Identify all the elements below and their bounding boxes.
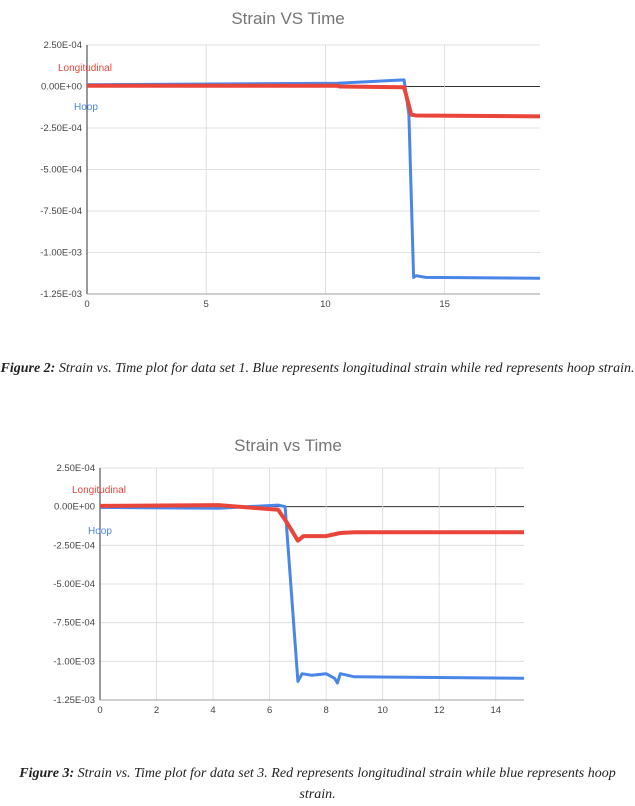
legend-hoop: Hoop — [74, 102, 98, 113]
series-hoop-line — [99, 503, 525, 685]
x-tick-label: 6 — [267, 705, 272, 716]
x-tick-label: 15 — [439, 299, 450, 310]
y-tick-label: -2.50E-04 — [40, 123, 82, 134]
x-tick-label: 10 — [377, 705, 388, 716]
chart-title: Strain vs Time — [234, 436, 342, 455]
x-tick-label: 14 — [490, 705, 501, 716]
series-hoop-line — [86, 78, 541, 280]
y-tick-label: 0.00E+00 — [54, 502, 95, 513]
y-tick-label: -5.00E-04 — [40, 165, 82, 176]
y-tick-label: -1.25E-03 — [40, 289, 82, 300]
x-tick-label: 10 — [320, 299, 331, 310]
chart-1: Strain VS Time 2.50E-04 0.00E+00 -2.50E-04 -… — [40, 9, 541, 310]
y-tick-label: 0.00E+00 — [41, 82, 82, 93]
legend-hoop: Hoop — [88, 526, 112, 537]
y-tick-label: 2.50E-04 — [43, 40, 82, 51]
x-tick-label: 12 — [434, 705, 445, 716]
figure-2-label: Figure 2: — [0, 361, 56, 376]
x-tick-label: 0 — [97, 705, 102, 716]
x-tick-label: 4 — [210, 705, 215, 716]
y-tick-label: -1.00E-03 — [40, 248, 82, 259]
legend-longitudinal: Longitudinal — [58, 63, 112, 74]
y-tick-label: -1.25E-03 — [53, 695, 95, 706]
y-tick-label: -1.00E-03 — [53, 656, 95, 667]
chart-title: Strain VS Time — [231, 9, 344, 28]
y-tick-label: -7.50E-04 — [40, 206, 82, 217]
figure-2-caption: Figure 2: Strain vs. Time plot for data … — [0, 358, 635, 379]
series-longitudinal-line — [99, 503, 524, 543]
y-tick-label: 2.50E-04 — [56, 463, 95, 474]
y-tick-label: -2.50E-04 — [53, 540, 95, 551]
figure-3-label: Figure 3: — [19, 766, 75, 781]
x-tick-label: 0 — [84, 299, 89, 310]
figure-3-caption: Figure 3: Strain vs. Time plot for data … — [0, 763, 635, 805]
series-longitudinal-line — [87, 83, 541, 119]
figure-3-text: Strain vs. Time plot for data set 3. Red… — [74, 766, 616, 802]
y-tick-label: -5.00E-04 — [53, 579, 95, 590]
x-tick-label: 8 — [323, 705, 328, 716]
legend-longitudinal: Longitudinal — [72, 485, 126, 496]
chart-2: Strain vs Time 2.50E-04 0.00E+00 -2.50E-04 -… — [53, 436, 525, 716]
y-tick-label: -7.50E-04 — [53, 618, 95, 629]
figure-2-text: Strain vs. Time plot for data set 1. Blu… — [55, 361, 635, 376]
x-tick-label: 5 — [204, 299, 209, 310]
x-tick-label: 2 — [154, 705, 159, 716]
